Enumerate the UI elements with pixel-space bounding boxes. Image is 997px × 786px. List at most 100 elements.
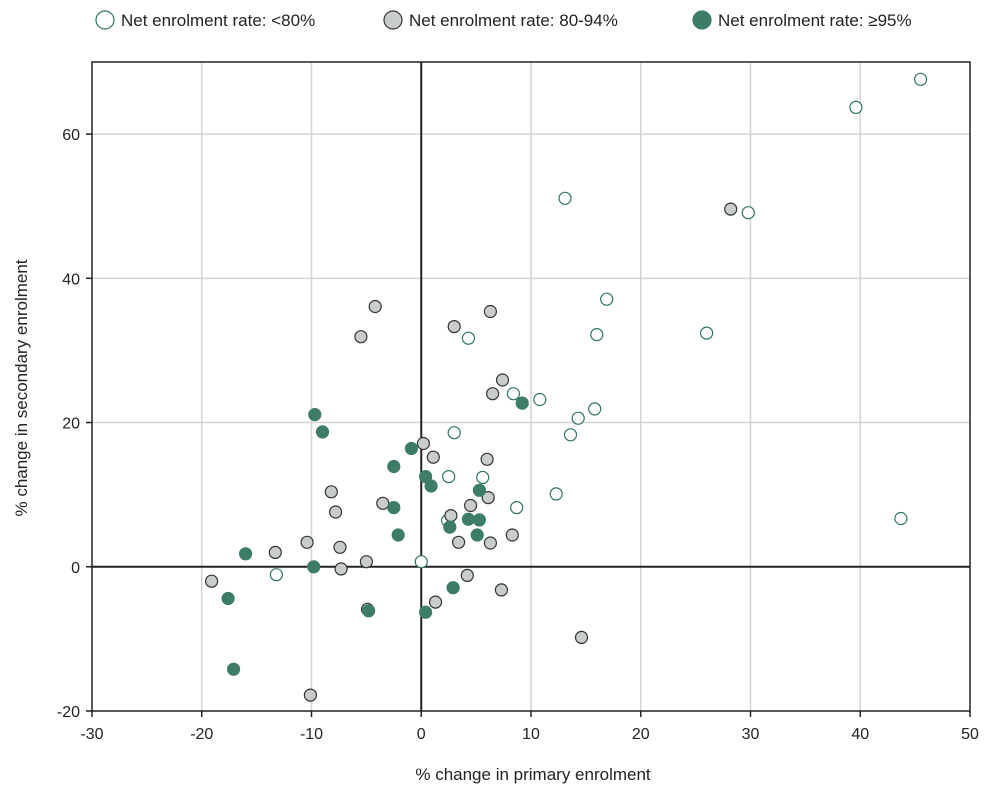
point-ge95: [227, 662, 241, 676]
point-ge95: [515, 396, 529, 410]
legend-item-lt80: Net enrolment rate: <80%: [95, 10, 315, 30]
x-tick-label: 30: [742, 726, 760, 743]
legend-label-80-94: Net enrolment rate: 80-94%: [409, 11, 618, 30]
point-ge95: [472, 483, 486, 497]
y-axis-label: % change in secondary enrolment: [12, 259, 31, 516]
y-tick-label: 40: [62, 271, 80, 288]
point-80-94: [359, 555, 373, 569]
x-tick-label: -10: [300, 726, 323, 743]
x-tick-label: -20: [190, 726, 213, 743]
point-lt80: [558, 191, 572, 205]
point-ge95: [307, 560, 321, 574]
point-lt80: [461, 331, 475, 345]
point-80-94: [481, 491, 495, 505]
x-tick-label: 40: [851, 726, 869, 743]
point-80-94: [724, 202, 738, 216]
legend-label-lt80: Net enrolment rate: <80%: [121, 11, 315, 30]
point-lt80: [476, 470, 490, 484]
point-lt80: [414, 555, 428, 569]
point-ge95: [419, 605, 433, 619]
zero-axis-lines: [92, 62, 970, 711]
point-80-94: [376, 496, 390, 510]
point-80-94: [444, 508, 458, 523]
point-80-94: [464, 498, 478, 513]
point-ge95: [443, 520, 457, 534]
point-80-94: [428, 595, 443, 609]
point-80-94: [416, 436, 430, 451]
point-lt80: [913, 72, 928, 86]
point-lt80: [549, 487, 563, 501]
point-ge95: [461, 512, 475, 526]
point-ge95: [387, 459, 401, 474]
point-lt80: [447, 426, 461, 440]
legend: Net enrolment rate: <80% Net enrolment r…: [95, 10, 912, 30]
y-tick-label: 20: [62, 416, 80, 433]
point-80-94: [268, 545, 282, 560]
point-80-94: [205, 574, 219, 588]
grid-lines: [92, 62, 970, 711]
legend-marker-ge95: [692, 10, 712, 30]
point-lt80: [894, 511, 908, 526]
point-80-94: [452, 535, 466, 549]
point-80-94: [480, 452, 494, 466]
y-tick-labels: -20 0 20 40 60: [57, 127, 80, 721]
point-lt80: [571, 411, 585, 425]
point-80-94: [483, 536, 497, 550]
point-80-94: [447, 320, 461, 334]
point-ge95: [221, 591, 235, 606]
point-80-94: [300, 535, 314, 549]
point-80-94: [486, 387, 500, 401]
point-lt80: [533, 392, 547, 407]
legend-marker-lt80: [95, 10, 115, 30]
y-tick-label: 60: [62, 127, 80, 144]
point-ge95: [387, 501, 401, 515]
point-80-94: [574, 630, 589, 645]
point-ge95: [239, 547, 253, 561]
point-ge95: [391, 528, 405, 542]
point-lt80: [699, 326, 714, 340]
y-tick-label: 0: [71, 560, 80, 577]
x-axis-label: % change in primary enrolment: [415, 765, 651, 784]
point-ge95: [472, 513, 486, 527]
point-80-94: [324, 485, 338, 499]
point-lt80: [741, 206, 755, 220]
point-lt80: [269, 568, 283, 582]
point-lt80: [510, 501, 524, 515]
data-points: [205, 72, 928, 702]
legend-item-80-94: Net enrolment rate: 80-94%: [383, 10, 618, 30]
point-lt80: [442, 470, 456, 484]
point-lt80: [563, 428, 578, 442]
point-80-94: [333, 540, 347, 554]
x-tick-label: 10: [522, 726, 540, 743]
point-80-94: [505, 528, 519, 542]
tick-marks: [86, 133, 971, 717]
x-tick-label: 50: [961, 726, 979, 743]
point-ge95: [362, 604, 376, 618]
point-lt80: [590, 328, 604, 342]
x-tick-labels: -30 -20 -10 0 10 20 30 40 50: [80, 726, 979, 743]
point-lt80: [588, 402, 602, 416]
legend-label-ge95: Net enrolment rate: ≥95%: [718, 11, 912, 30]
legend-item-ge95: Net enrolment rate: ≥95%: [692, 10, 912, 30]
point-80-94: [334, 562, 348, 576]
point-80-94: [368, 299, 382, 314]
point-80-94: [483, 304, 497, 319]
point-lt80: [849, 100, 863, 115]
point-ge95: [315, 425, 330, 439]
point-80-94: [460, 568, 474, 583]
point-80-94: [495, 373, 510, 387]
point-lt80: [600, 292, 614, 306]
point-ge95: [446, 581, 460, 595]
point-ge95: [424, 479, 438, 493]
legend-marker-80-94: [383, 10, 403, 30]
point-80-94: [354, 330, 368, 344]
y-tick-label: -20: [57, 704, 80, 721]
point-ge95: [308, 408, 322, 422]
point-80-94: [303, 688, 317, 702]
point-80-94: [329, 505, 343, 519]
x-tick-label: 0: [417, 726, 426, 743]
point-lt80: [506, 387, 521, 401]
point-ge95: [404, 441, 418, 456]
point-80-94: [494, 583, 508, 597]
